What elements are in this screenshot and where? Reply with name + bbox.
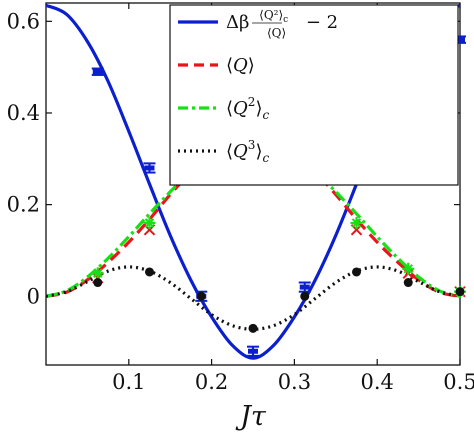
series-4-point xyxy=(455,287,465,297)
legend-label-series-1: Δβ ⟨Q²⟩c ⟨Q⟩ − 2 xyxy=(226,6,338,42)
legend-label-series-2: ⟨Q⟩ xyxy=(226,55,255,76)
y-tick-label: 0.4 xyxy=(7,101,40,125)
series-4-point xyxy=(300,291,310,301)
series-4-point xyxy=(93,278,103,288)
x-tick-label: 0.5 xyxy=(443,370,474,394)
y-axis-ticks: 0 0.2 0.4 0.6 xyxy=(7,9,460,308)
series-3-point xyxy=(402,262,415,275)
series-1-point xyxy=(143,162,156,174)
legend-label-series-4: ⟨Q3⟩c xyxy=(226,138,269,165)
series-3-point xyxy=(350,216,363,229)
series-1-point xyxy=(91,67,104,76)
legend-label-series-3: ⟨Q2⟩c xyxy=(226,95,269,122)
y-tick-label: 0 xyxy=(27,284,40,308)
x-tick-label: 0.3 xyxy=(278,370,311,394)
x-tick-label: 0.1 xyxy=(112,370,145,394)
series-4-point xyxy=(352,267,361,277)
series-4-point xyxy=(403,278,413,288)
series-1-point xyxy=(247,345,259,357)
series-3-point xyxy=(143,216,156,229)
legend: Δβ ⟨Q²⟩c ⟨Q⟩ − 2 ⟨Q⟩ ⟨Q2⟩c ⟨Q3⟩c xyxy=(169,4,459,186)
x-tick-label: 0.4 xyxy=(360,370,393,394)
y-tick-label: 0.6 xyxy=(7,9,40,33)
x-tick-label: 0.2 xyxy=(195,370,228,394)
series-3-point xyxy=(91,267,104,280)
series-4-point xyxy=(196,291,206,301)
series-4-point xyxy=(145,267,154,277)
y-tick-label: 0.2 xyxy=(7,193,40,217)
series-1-point xyxy=(298,281,311,293)
series-4-point xyxy=(248,323,258,333)
x-axis-ticks: 0.1 0.2 0.3 0.4 0.5 xyxy=(112,3,474,394)
x-axis-label: Jτ xyxy=(235,401,267,432)
series-line-4 xyxy=(45,265,461,331)
legend-box xyxy=(169,4,459,186)
